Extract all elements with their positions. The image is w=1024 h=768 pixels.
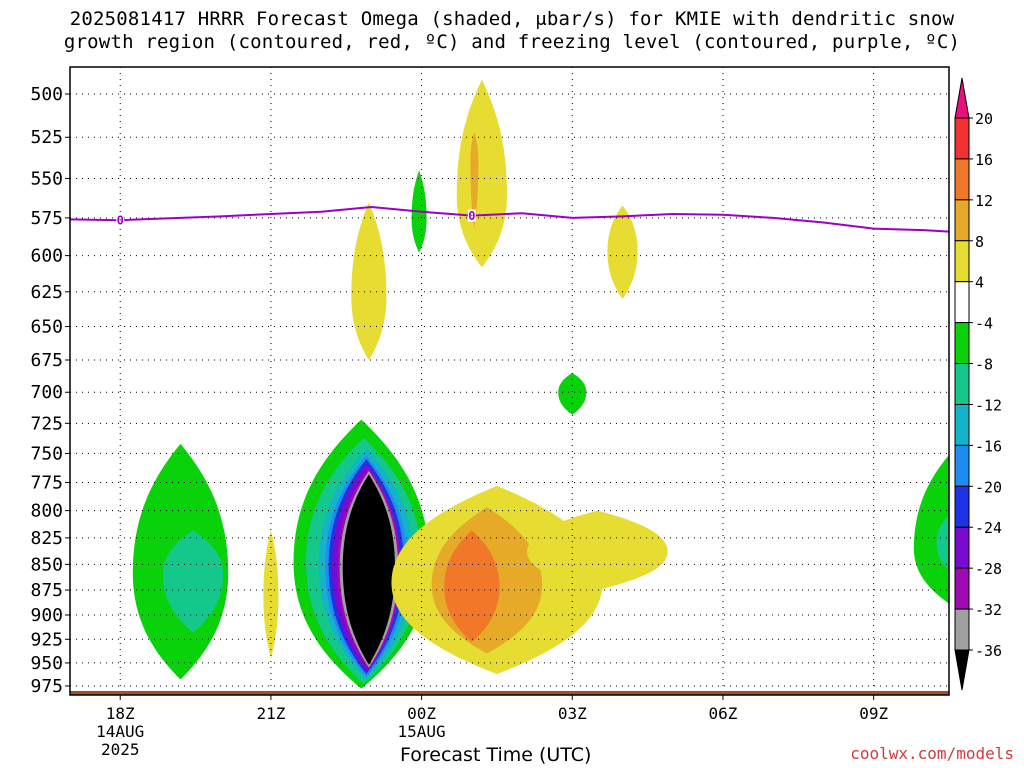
y-tick-label-750: 750: [30, 443, 63, 464]
y-tick-label-550: 550: [30, 168, 63, 189]
colorbar-label-7: -12: [975, 396, 1002, 414]
plot-frame: [69, 66, 950, 696]
y-tick-label-575: 575: [30, 208, 63, 229]
terrain-strip: [70, 690, 949, 695]
colorbar-label-3: 8: [975, 233, 984, 251]
omega-contour-ascent-core-2300Z-8: [342, 474, 395, 665]
x-tick-sublabel-18Z-0: 14AUG: [96, 722, 144, 741]
colorbar-bin-9: [954, 444, 970, 487]
chart-title-line-1: 2025081417 HRRR Forecast Omega (shaded, …: [69, 8, 955, 30]
colorbar-bin-8: [954, 403, 970, 446]
y-tick-label-975: 975: [30, 676, 63, 697]
x-axis-label: Forecast Time (UTC): [400, 744, 592, 766]
y-tick-label-525: 525: [30, 127, 63, 148]
omega-region-descent-0300Z-ext: [527, 510, 668, 591]
colorbar-label-5: -4: [975, 315, 993, 333]
omega-contour-ascent-1000Z-0: [913, 455, 949, 604]
y-tick-label-650: 650: [30, 317, 63, 338]
omega-region-ascent-core-2300Z: [293, 419, 430, 689]
x-tick-label-18Z: 18Z: [106, 704, 135, 723]
omega-region-ascent-0300Z: [558, 373, 587, 415]
colorbar-bin-10: [954, 485, 970, 528]
colorbar-label-1: 16: [975, 151, 993, 169]
freezing-level-label-1: 0: [468, 209, 475, 223]
colorbar-label-9: -20: [975, 478, 1002, 496]
chart-title-line-2: growth region (contoured, red, ºC) and f…: [63, 31, 961, 53]
colorbar: 20 16 12 8 4 -4 -8 -12 -16 -20 -24 -28 -32 -36: [954, 77, 1002, 691]
x-tick-label-06Z: 06Z: [709, 704, 738, 723]
y-tick-label-825: 825: [30, 528, 63, 549]
colorbar-bin-5: [954, 281, 970, 324]
colorbar-bin-12: [954, 567, 970, 610]
y-tick-label-800: 800: [30, 501, 63, 522]
omega-region-descent-aloft-2300Z: [351, 202, 387, 361]
colorbar-label-0: 20: [975, 110, 993, 128]
freezing-level-label-bg-1: [467, 209, 476, 222]
y-tick-label-900: 900: [30, 605, 63, 626]
omega-region-ascent-1900Z: [132, 443, 229, 680]
colorbar-label-11: -28: [975, 560, 1002, 578]
colorbar-bin-13: [954, 608, 970, 651]
freezing-level-line: [70, 206, 949, 233]
omega-region-descent-aloft-0400Z: [607, 205, 638, 299]
y-tick-label-700: 700: [30, 382, 63, 403]
colorbar-label-12: -32: [975, 601, 1002, 619]
colorbar-bin-7: [954, 363, 970, 405]
freezing-level-label-0: 0: [117, 214, 124, 228]
colorbar-label-2: 12: [975, 192, 993, 210]
omega-contour-ascent-0300Z-0: [558, 373, 587, 415]
colorbar-label-8: -16: [975, 437, 1002, 455]
omega-region-ascent-1000Z: [913, 455, 949, 604]
y-tick-label-675: 675: [30, 350, 63, 371]
colorbar-label-6: -8: [975, 356, 993, 374]
omega-region-descent-2100Z: [263, 530, 279, 659]
y-tick-label-925: 925: [30, 629, 63, 650]
y-tick-label-775: 775: [30, 472, 63, 493]
colorbar-top-triangle: [954, 77, 970, 119]
y-tick-label-875: 875: [30, 580, 63, 601]
x-tick-label-00Z: 00Z: [407, 704, 436, 723]
colorbar-bin-1: [954, 117, 970, 160]
x-tick-label-09Z: 09Z: [859, 704, 888, 723]
watermark: coolwx.com/models: [850, 744, 1014, 763]
y-tick-label-850: 850: [30, 554, 63, 575]
colorbar-bin-3: [954, 199, 970, 242]
y-tick-label-600: 600: [30, 246, 63, 267]
y-tick-label-500: 500: [30, 84, 63, 105]
omega-contour-ascent-1900Z-1: [162, 530, 224, 633]
omega-contour-descent-0300Z-ext-0: [527, 510, 668, 591]
omega-contour-descent-aloft-0400Z-0: [607, 205, 638, 299]
omega-contour-descent-aloft-0100Z-1: [470, 132, 479, 229]
grid-lines: [70, 67, 949, 695]
omega-contour-descent-0100Z-2: [444, 530, 500, 643]
omega-contour-ascent-1000Z-1: [936, 515, 949, 571]
omega-contour-descent-2100Z-0: [263, 530, 279, 659]
y-axis: 500 525 550 575 600 625 650 675 700 725 750 775 800 8…: [30, 84, 70, 697]
colorbar-bottom-triangle: [954, 649, 970, 691]
colorbar-bin-2: [954, 158, 970, 201]
y-tick-label-625: 625: [30, 282, 63, 303]
omega-contour-descent-aloft-2300Z-0: [351, 202, 387, 361]
colorbar-bin-6: [954, 322, 970, 365]
omega-region-descent-aloft-0100Z: [456, 79, 507, 268]
x-tick-sublabel-00Z-0: 15AUG: [398, 722, 446, 741]
x-tick-sublabel-18Z-1: 2025: [101, 740, 140, 759]
x-tick-label-03Z: 03Z: [558, 704, 587, 723]
colorbar-bin-11: [954, 526, 970, 569]
omega-contour-descent-aloft-0100Z-0: [456, 79, 507, 268]
y-tick-label-950: 950: [30, 653, 63, 674]
colorbar-bin-4: [954, 240, 970, 283]
freezing-level-label-bg-0: [116, 214, 125, 227]
colorbar-label-10: -24: [975, 519, 1002, 537]
x-tick-label-21Z: 21Z: [256, 704, 285, 723]
colorbar-label-4: 4: [975, 274, 984, 292]
omega-shading: [132, 79, 949, 689]
y-tick-label-725: 725: [30, 413, 63, 434]
colorbar-label-13: -36: [975, 642, 1002, 660]
